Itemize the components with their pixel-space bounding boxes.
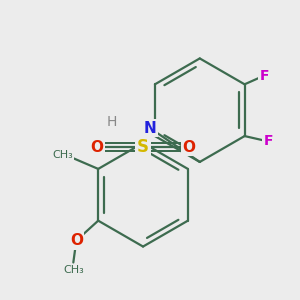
Text: O: O — [91, 140, 104, 154]
Text: O: O — [182, 140, 195, 154]
Text: O: O — [70, 233, 83, 248]
Text: F: F — [264, 134, 273, 148]
Text: N: N — [144, 121, 156, 136]
Text: F: F — [260, 69, 269, 83]
Text: CH₃: CH₃ — [52, 150, 73, 160]
Text: CH₃: CH₃ — [63, 266, 84, 275]
Text: S: S — [137, 138, 149, 156]
Text: H: H — [107, 115, 117, 129]
